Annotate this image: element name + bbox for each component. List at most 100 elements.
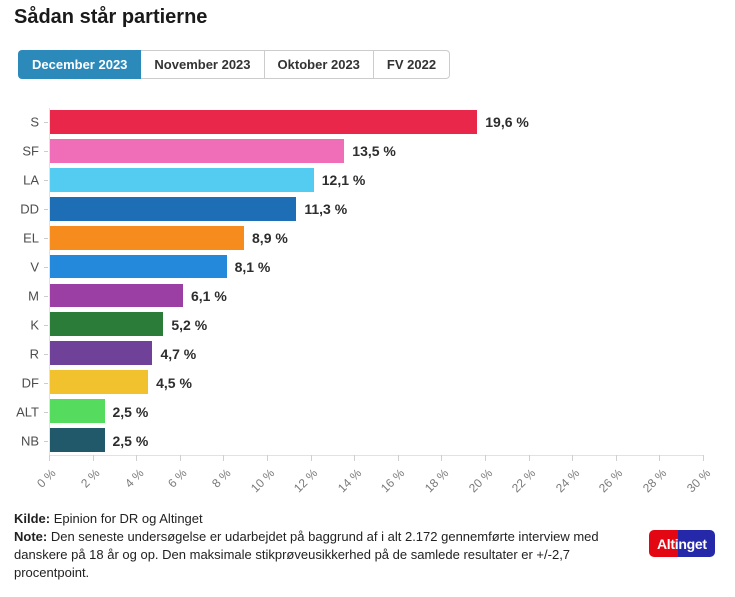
x-tick (703, 455, 704, 461)
x-label-0-: 0 % (34, 466, 59, 491)
tab-fv-2022[interactable]: FV 2022 (372, 50, 451, 79)
value-label-v: 8,1 % (234, 259, 271, 276)
x-label-30-: 30 % (683, 466, 713, 496)
bar-el[interactable] (50, 225, 245, 250)
row-tick (44, 209, 48, 211)
chart-row-s: S 19,6 % (30, 108, 704, 137)
x-tick (397, 455, 399, 461)
value-label-sf: 13,5 % (352, 143, 396, 160)
note-line: Note: Den seneste undersøgelse er udarbe… (14, 528, 636, 582)
x-label-12-: 12 % (291, 466, 321, 496)
x-label-2-: 2 % (77, 466, 103, 491)
x-tick (572, 455, 574, 461)
tab-november-2023[interactable]: November 2023 (140, 50, 265, 79)
period-tabs: December 2023 November 2023 Oktober 2023 FV… (18, 50, 451, 79)
bar-dd[interactable] (50, 196, 297, 221)
bar-m[interactable] (50, 283, 183, 308)
party-label-la: LA (23, 172, 39, 188)
value-label-s: 19,6 % (485, 114, 529, 131)
value-label-la: 12,1 % (321, 172, 366, 189)
x-tick (179, 455, 181, 461)
x-tick (659, 455, 661, 461)
bar-la[interactable] (50, 167, 314, 192)
chart-row-dd: DD 11,3 % (20, 195, 704, 224)
bar-df[interactable] (50, 370, 149, 395)
value-label-alt: 2,5 % (112, 403, 149, 420)
tab-december-2023[interactable]: December 2023 (18, 50, 142, 79)
party-label-r: R (29, 346, 39, 362)
chart-row-k: K 5,2 % (30, 310, 704, 339)
x-tick (223, 455, 225, 461)
x-tick (267, 455, 268, 461)
x-label-26-: 26 % (596, 466, 626, 496)
bar-sf[interactable] (50, 138, 345, 163)
party-label-s: S (30, 114, 39, 130)
chart-row-r: R 4,7 % (30, 339, 704, 368)
x-tick (136, 455, 138, 461)
row-tick (44, 267, 48, 269)
party-label-m: M (28, 288, 39, 304)
row-tick (44, 295, 48, 297)
row-tick (44, 238, 48, 240)
page-title: Sådan står partierne (14, 6, 208, 28)
row-tick (44, 411, 48, 413)
x-axis: 0 % 2 % 4 % 6 % 8 % 10 % 12 % 14 % 16 % 18 % 20 % 2… (34, 455, 713, 504)
note-label: Note: (14, 529, 48, 544)
bar-alt[interactable] (50, 399, 105, 424)
bar-s[interactable] (50, 110, 478, 134)
value-label-r: 4,7 % (160, 345, 197, 362)
chart-row-alt: ALT 2,5 % (16, 397, 704, 426)
value-label-el: 8,9 % (252, 230, 288, 247)
x-label-4-: 4 % (121, 466, 147, 491)
x-label-6-: 6 % (165, 466, 190, 491)
footer-notes: Kilde: Epinion for DR og Altinget Note: … (14, 510, 636, 582)
x-tick (49, 455, 50, 461)
x-label-14-: 14 % (334, 466, 365, 496)
chart-row-m: M 6,1 % (28, 282, 704, 311)
x-tick (310, 455, 312, 461)
x-tick (441, 455, 443, 461)
row-tick (44, 324, 48, 326)
x-tick (615, 455, 617, 461)
plot-area: S 19,6 % SF 13,5 % LA 12,1 % DD 11,3 % EL 8,9 % V 8… (16, 108, 704, 456)
party-label-dd: DD (20, 201, 39, 217)
party-label-k: K (30, 317, 39, 333)
x-label-10-: 10 % (247, 466, 277, 496)
value-label-m: 6,1 % (190, 287, 227, 304)
party-label-sf: SF (22, 143, 39, 159)
chart-row-v: V 8,1 % (30, 253, 704, 282)
value-label-df: 4,5 % (156, 374, 192, 391)
chart-row-el: EL 8,9 % (23, 224, 704, 253)
row-tick (44, 180, 48, 182)
x-label-28-: 28 % (640, 466, 670, 496)
altinget-logo-left: Alti (649, 530, 679, 557)
bar-nb[interactable] (50, 428, 105, 452)
x-label-8-: 8 % (208, 466, 234, 491)
party-label-v: V (30, 259, 39, 275)
row-tick (44, 353, 48, 355)
chart-row-nb: NB 2,5 % (21, 426, 704, 455)
tab-oktober-2023[interactable]: Oktober 2023 (263, 50, 374, 79)
note-text: Den seneste undersøgelse er udarbejdet p… (14, 529, 599, 580)
source-label: Kilde: (14, 511, 51, 526)
x-label-16-: 16 % (378, 466, 408, 496)
chart-row-sf: SF 13,5 % (22, 137, 704, 166)
row-tick (44, 122, 48, 124)
x-label-20-: 20 % (465, 466, 495, 496)
altinget-logo-right: nget (678, 530, 715, 557)
value-label-k: 5,2 % (171, 316, 208, 333)
row-tick (44, 151, 48, 153)
bar-v[interactable] (50, 254, 227, 279)
row-tick (44, 382, 48, 384)
value-label-dd: 11,3 % (304, 201, 348, 218)
x-label-22-: 22 % (509, 466, 539, 496)
party-label-alt: ALT (16, 404, 39, 420)
altinget-logo: Alti nget (649, 530, 715, 557)
bar-r[interactable] (50, 341, 153, 366)
bar-k[interactable] (50, 312, 164, 337)
party-label-df: DF (21, 375, 39, 391)
source-text: Epinion for DR og Altinget (53, 511, 203, 526)
value-label-nb: 2,5 % (112, 432, 149, 449)
chart-row-la: LA 12,1 % (23, 166, 704, 195)
